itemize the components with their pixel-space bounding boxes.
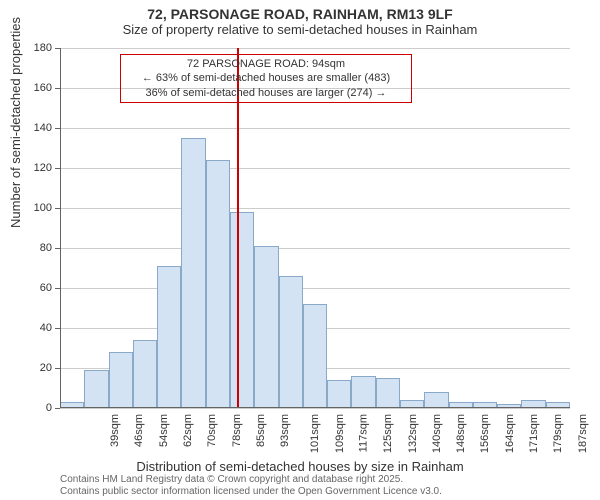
xtick-label: 93sqm (279, 414, 291, 447)
gridline (60, 128, 570, 129)
footer-line1: Contains HM Land Registry data © Crown c… (60, 474, 442, 486)
xtick-label: 101sqm (310, 414, 322, 453)
xtick-label: 109sqm (334, 414, 346, 453)
footer: Contains HM Land Registry data © Crown c… (60, 474, 442, 498)
ytick-label: 80 (22, 242, 52, 254)
ytick-label: 20 (22, 362, 52, 374)
bar (230, 212, 254, 408)
chart-subtitle: Size of property relative to semi-detach… (0, 22, 600, 41)
bar (181, 138, 205, 408)
bar (133, 340, 157, 408)
gridline (60, 208, 570, 209)
bar (157, 266, 181, 408)
plot-area: 72 PARSONAGE ROAD: 94sqm ← 63% of semi-d… (60, 48, 570, 408)
ytick-label: 0 (22, 402, 52, 414)
y-axis-label: Number of semi-detached properties (8, 17, 23, 228)
xtick-label: 164sqm (504, 414, 516, 453)
x-axis-label: Distribution of semi-detached houses by … (0, 459, 600, 474)
bar (351, 376, 375, 408)
bar (84, 370, 108, 408)
bar (279, 276, 303, 408)
annotation-line1: 72 PARSONAGE ROAD: 94sqm (125, 57, 407, 71)
bar (376, 378, 400, 408)
ytick-label: 160 (22, 82, 52, 94)
x-axis-line (60, 407, 570, 408)
bar (109, 352, 133, 408)
gridline (60, 168, 570, 169)
bar (254, 246, 278, 408)
annotation-box: 72 PARSONAGE ROAD: 94sqm ← 63% of semi-d… (120, 54, 412, 103)
ytick-label: 140 (22, 122, 52, 134)
xtick-label: 85sqm (255, 414, 267, 447)
xtick-label: 140sqm (431, 414, 443, 453)
xtick-label: 39sqm (109, 414, 121, 447)
gridline (60, 48, 570, 49)
bar (327, 380, 351, 408)
gridline (60, 408, 570, 409)
ytick-label: 40 (22, 322, 52, 334)
bar (206, 160, 230, 408)
y-axis-line (60, 48, 61, 408)
xtick-label: 125sqm (382, 414, 394, 453)
chart-title: 72, PARSONAGE ROAD, RAINHAM, RM13 9LF (0, 0, 600, 22)
xtick-label: 78sqm (231, 414, 243, 447)
ytick-label: 100 (22, 202, 52, 214)
ytick-label: 180 (22, 42, 52, 54)
xtick-label: 54sqm (158, 414, 170, 447)
xtick-label: 132sqm (407, 414, 419, 453)
xtick-label: 156sqm (480, 414, 492, 453)
ytick-label: 60 (22, 282, 52, 294)
xtick-label: 70sqm (206, 414, 218, 447)
xtick-label: 117sqm (357, 414, 369, 452)
xtick-label: 179sqm (552, 414, 564, 453)
annotation-line2: ← 63% of semi-detached houses are smalle… (125, 71, 407, 85)
gridline (60, 248, 570, 249)
xtick-label: 148sqm (455, 414, 467, 453)
footer-line2: Contains public sector information licen… (60, 486, 442, 498)
chart-container: 72, PARSONAGE ROAD, RAINHAM, RM13 9LF Si… (0, 0, 600, 500)
xtick-label: 171sqm (528, 414, 540, 453)
bar (424, 392, 448, 408)
gridline (60, 288, 570, 289)
xtick-label: 62sqm (182, 414, 194, 447)
annotation-line3: 36% of semi-detached houses are larger (… (125, 86, 407, 100)
bar (303, 304, 327, 408)
ytick-label: 120 (22, 162, 52, 174)
xtick-label: 187sqm (577, 414, 589, 453)
xtick-label: 46sqm (133, 414, 145, 447)
